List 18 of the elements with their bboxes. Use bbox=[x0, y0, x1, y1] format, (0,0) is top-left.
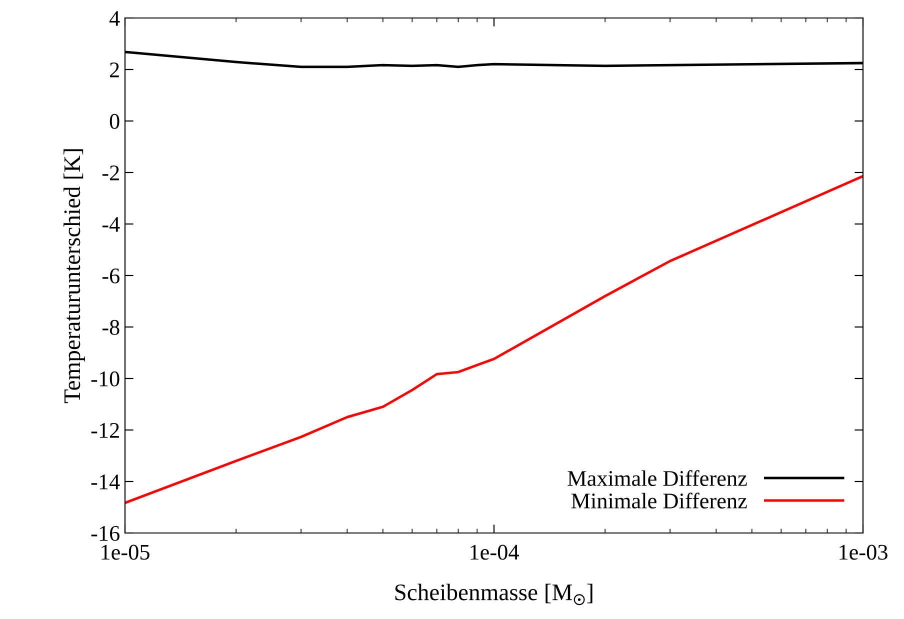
y-tick-label: -12 bbox=[91, 422, 119, 438]
y-tick-label: -6 bbox=[102, 268, 120, 284]
y-tick-label: 4 bbox=[109, 11, 120, 26]
y-tick-label: -2 bbox=[102, 165, 119, 180]
y-tick-label: -4 bbox=[102, 217, 120, 232]
legend-label: Minimale Differenz bbox=[571, 492, 747, 508]
y-axis-title: Temperaturunterschied [K] bbox=[64, 149, 85, 404]
x-tick-label: 1e-04 bbox=[470, 544, 519, 560]
y-tick-label: -10 bbox=[91, 371, 120, 386]
y-tick-label: -16 bbox=[91, 526, 120, 541]
y-tick-label: -8 bbox=[102, 320, 120, 335]
legend-label: Maximale Differenz bbox=[568, 470, 747, 486]
y-tick-label: -14 bbox=[91, 474, 120, 490]
y-tick-label: 0 bbox=[110, 114, 120, 129]
x-axis-title: Scheibenmasse [M$_{☉}$] bbox=[395, 584, 592, 606]
x-tick-label: 1e-05 bbox=[102, 544, 150, 560]
y-tick-label: 2 bbox=[110, 62, 119, 78]
x-tick-label: 1e-03 bbox=[840, 544, 888, 560]
